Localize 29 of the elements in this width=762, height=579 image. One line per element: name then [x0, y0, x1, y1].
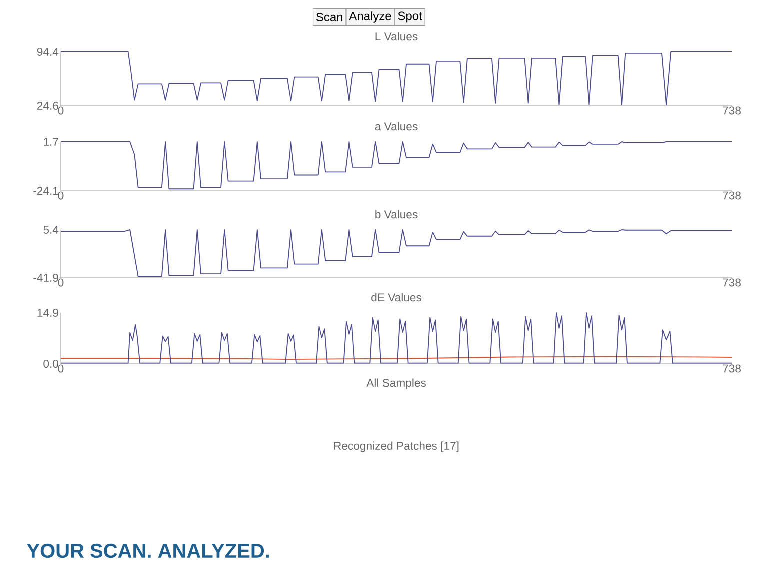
x-tick-label: 738 — [723, 364, 741, 373]
chart-title: a Values — [375, 122, 418, 131]
x-tick-label: 0 — [58, 364, 64, 373]
y-tick-label: -24.1 — [34, 187, 58, 195]
line-series — [60, 230, 732, 277]
text: Analyze — [349, 12, 392, 23]
x-tick-label: 0 — [58, 278, 64, 287]
x-tick-label: 738 — [723, 278, 741, 287]
y-tick-label: 5.4 — [44, 226, 59, 234]
text: Recognized Patches [17] — [334, 442, 459, 452]
y-tick-label: 1.7 — [44, 138, 58, 146]
line-series — [60, 52, 732, 106]
y-tick-label: -41.9 — [34, 274, 58, 282]
text: YOUR SCAN. ANALYZED. — [27, 544, 270, 558]
chart-title: b Values — [376, 210, 418, 219]
y-tick-label: 0.0 — [44, 360, 59, 368]
line-series — [60, 312, 732, 364]
y-tick-label: 14.9 — [38, 308, 58, 318]
x-tick-label: 0 — [58, 192, 64, 200]
text: Spot — [398, 12, 422, 23]
y-tick-label: 24.6 — [37, 102, 58, 110]
text: All Samples — [366, 378, 426, 390]
text: Scan — [316, 12, 343, 22]
y-tick-label: 94.4 — [37, 48, 59, 56]
x-tick-label: 738 — [723, 192, 741, 200]
x-tick-label: 738 — [723, 106, 741, 115]
x-tick-label: 0 — [58, 106, 64, 115]
chart-title: dE Values — [372, 293, 422, 302]
chart-title: L Values — [376, 32, 418, 41]
